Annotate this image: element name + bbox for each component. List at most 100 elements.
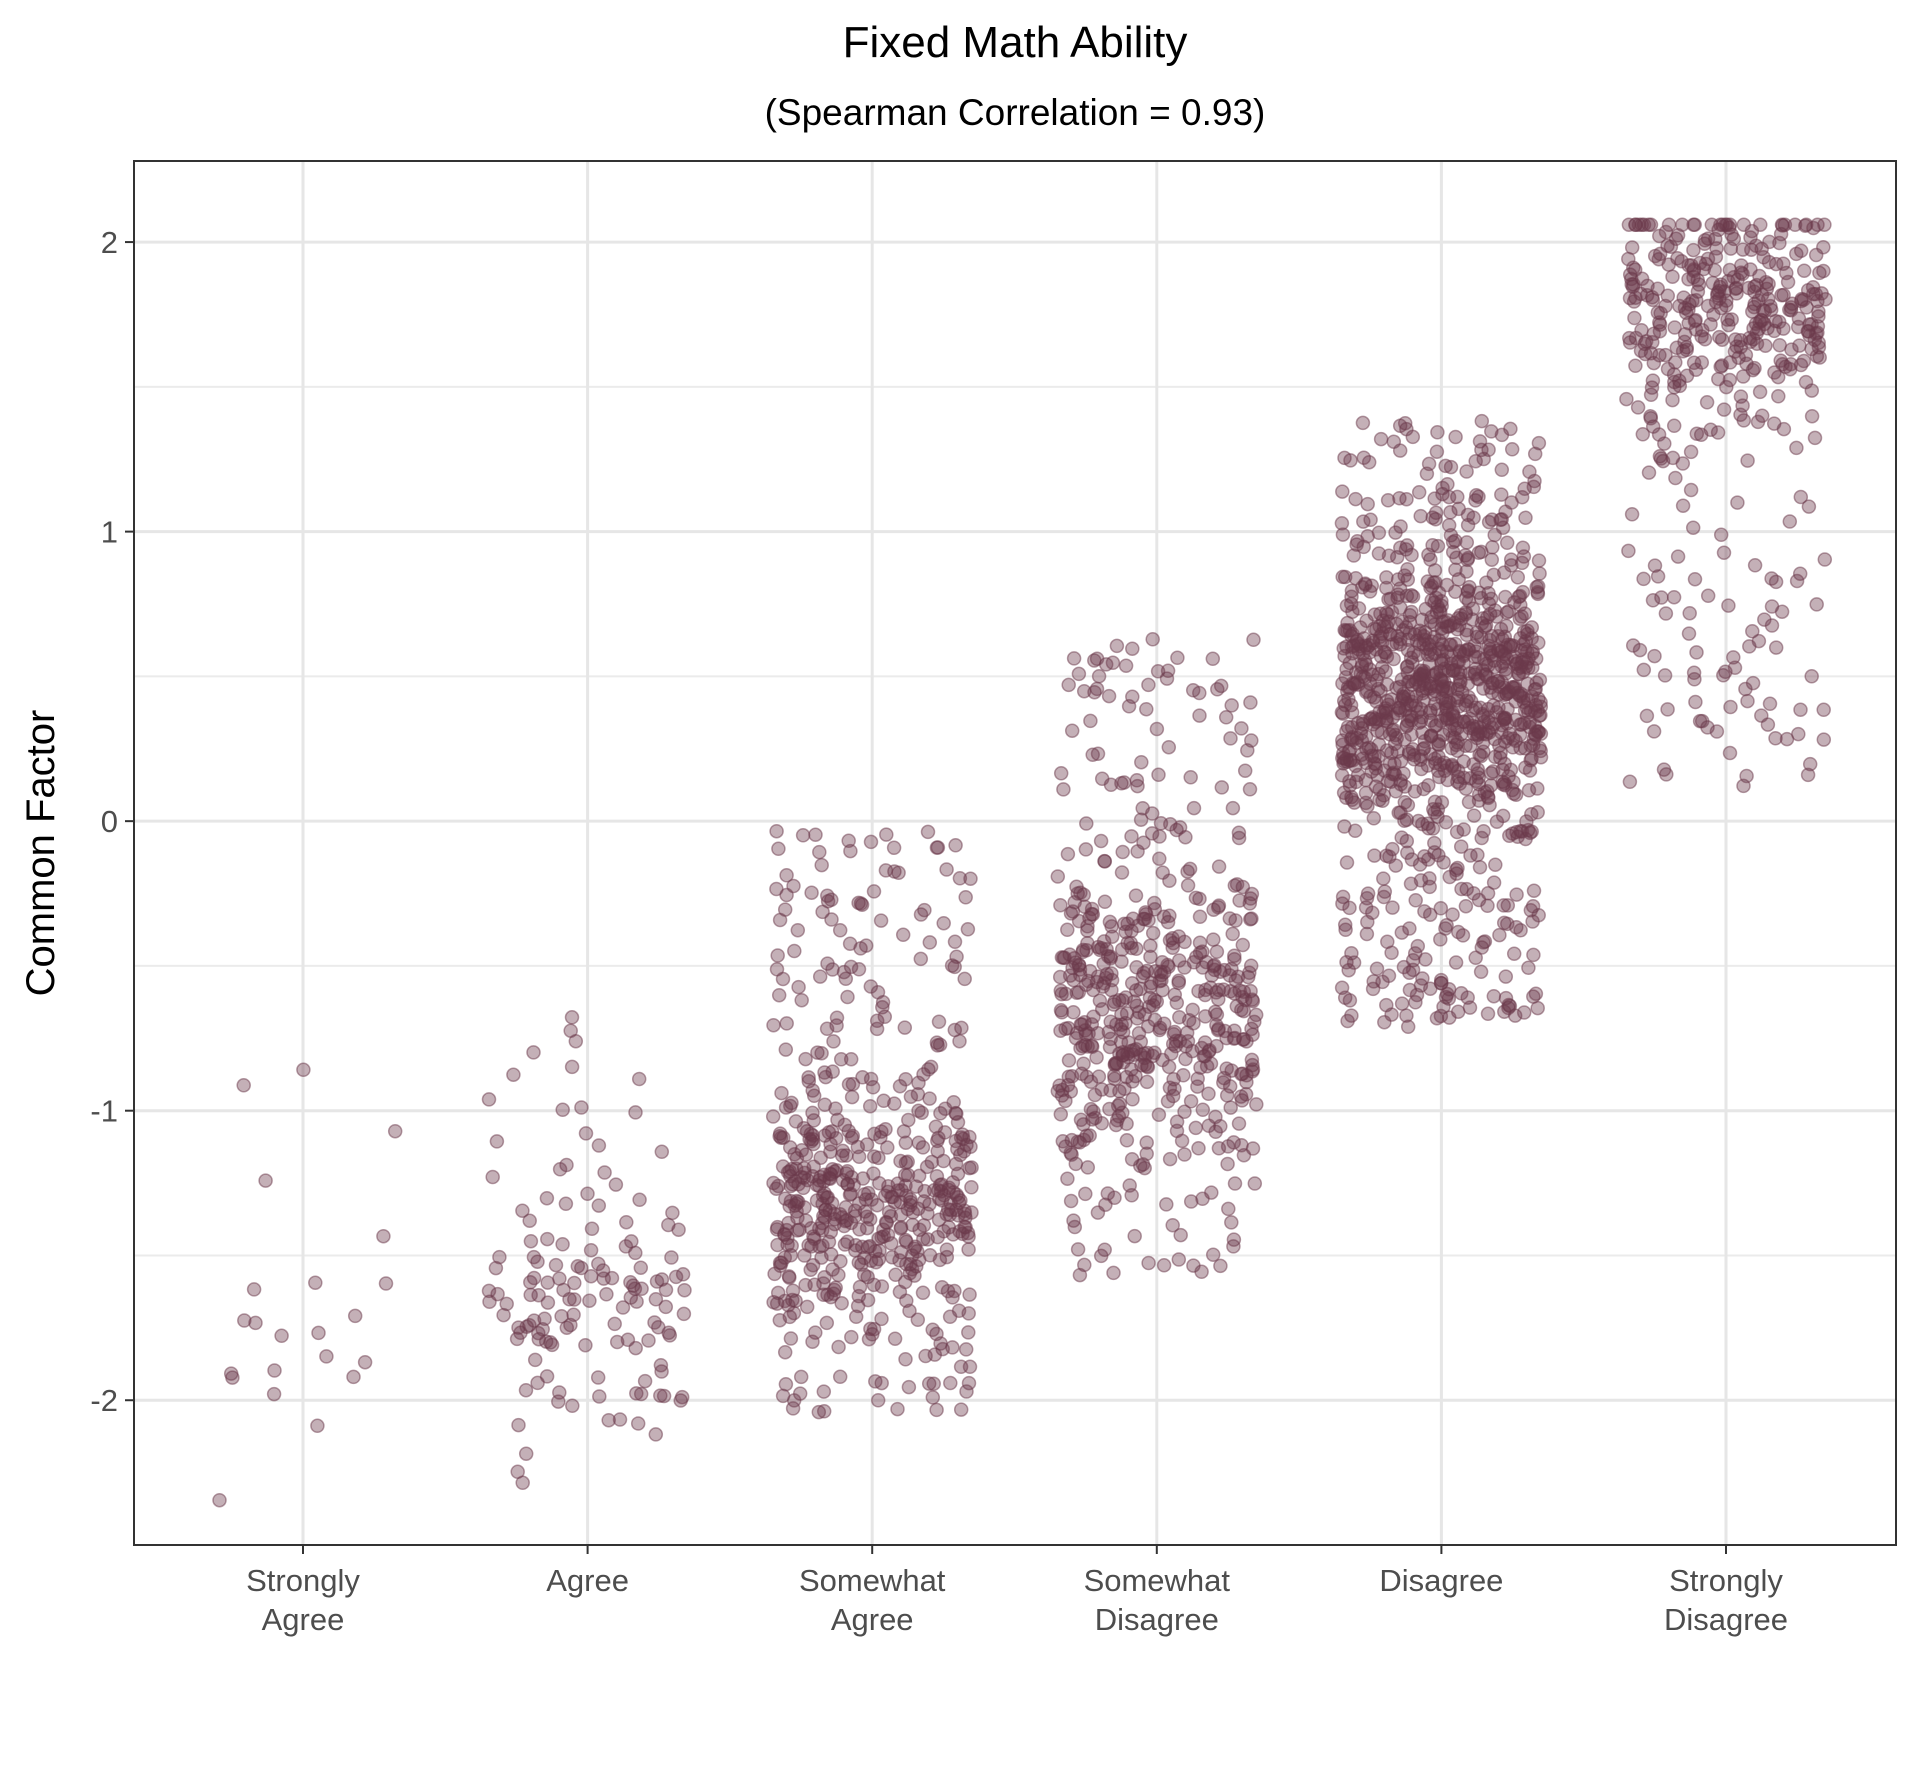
data-point [771, 841, 786, 857]
data-point [781, 1297, 796, 1313]
data-point [947, 934, 963, 950]
y-tick-label: 0 [101, 804, 118, 839]
data-point [1530, 1000, 1545, 1016]
data-point [1779, 731, 1795, 747]
data-point [1156, 909, 1172, 924]
data-point [485, 1169, 500, 1185]
data-point [1682, 605, 1697, 621]
data-point [1619, 391, 1634, 407]
data-point [887, 864, 902, 879]
data-point [1439, 986, 1455, 1002]
data-point [780, 1237, 795, 1252]
data-point [1124, 829, 1139, 844]
data-point [319, 1349, 334, 1364]
data-point [625, 1278, 641, 1293]
data-point [1098, 970, 1114, 986]
data-point [1066, 1213, 1081, 1228]
data-point [1637, 346, 1653, 362]
data-point [1408, 893, 1423, 908]
data-point [854, 1257, 869, 1272]
data-point [647, 1315, 662, 1330]
data-point [1152, 973, 1167, 989]
data-point [1186, 800, 1202, 816]
data-point [830, 1112, 845, 1128]
data-point [1237, 763, 1253, 778]
data-point [827, 1206, 842, 1222]
data-point [1528, 986, 1544, 1001]
data-point [1197, 1048, 1213, 1064]
data-point [771, 1178, 786, 1194]
data-point [1185, 1002, 1200, 1018]
data-point [832, 1369, 848, 1385]
data-point [1424, 609, 1439, 625]
data-point [1231, 1116, 1247, 1131]
data-point [1756, 250, 1771, 265]
data-point [915, 1285, 931, 1301]
data-point [357, 1354, 373, 1370]
data-point [540, 1275, 555, 1290]
data-point [567, 1275, 582, 1291]
data-point [1125, 641, 1140, 656]
data-point [814, 857, 829, 873]
data-point [1735, 398, 1750, 413]
data-point [901, 1379, 917, 1395]
data-point [1389, 730, 1404, 746]
data-point [1165, 1217, 1180, 1233]
data-point [1636, 571, 1651, 587]
data-point [1486, 567, 1502, 583]
data-point [887, 1331, 903, 1346]
data-point [1139, 1135, 1154, 1150]
data-point [580, 1186, 595, 1202]
data-point [939, 862, 954, 877]
data-point [1347, 823, 1363, 839]
data-point [1085, 747, 1100, 762]
data-point [1366, 811, 1382, 826]
data-point [766, 1017, 781, 1033]
data-point [783, 1331, 799, 1346]
data-point [1423, 729, 1438, 744]
data-point [1768, 574, 1784, 590]
data-point [1108, 1117, 1124, 1133]
data-point [1466, 808, 1482, 823]
data-point [1745, 304, 1760, 319]
data-point [1743, 262, 1758, 277]
data-point [1515, 540, 1531, 556]
data-point [1804, 383, 1820, 398]
data-point [1700, 588, 1716, 604]
data-point [832, 923, 848, 938]
data-point [1438, 458, 1453, 474]
data-point [1190, 1071, 1205, 1087]
data-point [787, 1147, 802, 1162]
data-point [1061, 677, 1076, 693]
data-point [814, 1045, 829, 1061]
data-point [1473, 748, 1489, 764]
data-point [1224, 1215, 1239, 1230]
data-point [1811, 304, 1826, 319]
data-point [1061, 1053, 1077, 1068]
data-point [1473, 964, 1489, 980]
data-point [1052, 969, 1068, 985]
data-point [841, 1077, 857, 1092]
data-point [853, 941, 868, 956]
data-point [1216, 1075, 1231, 1090]
data-point [1152, 1022, 1167, 1038]
data-point [1773, 226, 1789, 242]
data-point [1219, 1061, 1234, 1076]
data-point [1462, 579, 1477, 595]
data-point [1501, 604, 1517, 619]
data-point [1399, 833, 1415, 849]
data-point [677, 1282, 692, 1298]
data-point [1522, 464, 1537, 479]
data-point [1140, 1059, 1156, 1075]
data-point [1412, 857, 1428, 872]
data-point [1458, 590, 1474, 606]
data-point [878, 1122, 893, 1137]
data-point [916, 1194, 932, 1209]
data-point [540, 1295, 556, 1310]
data-point [633, 1386, 649, 1402]
data-point [1465, 601, 1481, 617]
data-point [608, 1177, 624, 1192]
data-point [563, 1023, 578, 1038]
data-point [311, 1325, 326, 1341]
data-point [1156, 1258, 1172, 1273]
